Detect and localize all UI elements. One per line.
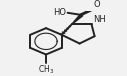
Text: O: O xyxy=(94,0,100,9)
Text: NH: NH xyxy=(94,15,106,24)
Polygon shape xyxy=(72,14,83,24)
Text: CH$_3$: CH$_3$ xyxy=(38,64,54,76)
Text: HO: HO xyxy=(54,8,67,17)
